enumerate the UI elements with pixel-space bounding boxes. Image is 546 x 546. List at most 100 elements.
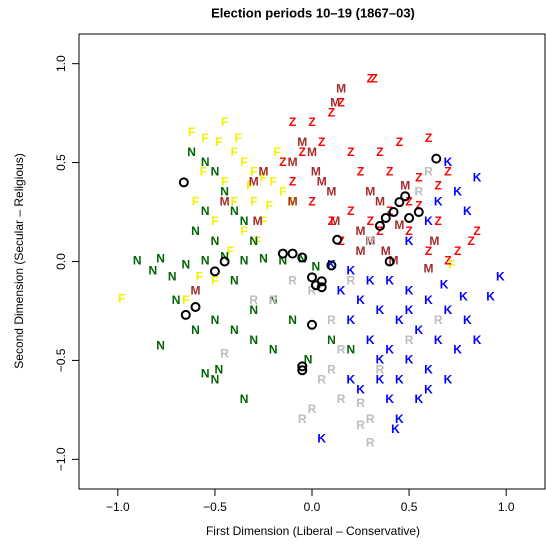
point: R (298, 412, 307, 426)
point: N (168, 269, 177, 283)
point: M (258, 165, 268, 179)
point: M (375, 194, 385, 208)
point: R (327, 362, 336, 376)
point: K (424, 214, 433, 228)
point: M (311, 165, 321, 179)
point: F (279, 184, 286, 198)
point: N (279, 254, 288, 268)
point: F (211, 214, 218, 228)
point: R (269, 293, 278, 307)
point: K (405, 303, 414, 317)
point: Z (279, 155, 286, 169)
point: R (434, 313, 443, 327)
point: M (400, 178, 410, 192)
point: M (330, 95, 340, 109)
point (326, 260, 337, 271)
point (287, 248, 298, 259)
point: K (463, 313, 472, 327)
point: F (200, 165, 207, 179)
point: Z (289, 175, 296, 189)
point: F (188, 125, 195, 139)
x-tick-label: 0.5 (401, 500, 418, 514)
point: K (395, 313, 404, 327)
point: R (405, 333, 414, 347)
point: N (230, 323, 239, 337)
point (332, 234, 343, 245)
point: K (424, 382, 433, 396)
point: Z (386, 165, 393, 179)
point (297, 252, 308, 263)
point: N (172, 293, 181, 307)
point: K (444, 303, 453, 317)
point: F (192, 194, 199, 208)
point: M (356, 224, 366, 238)
point: N (211, 313, 220, 327)
point: R (327, 313, 336, 327)
point: Z (376, 145, 383, 159)
point: N (187, 145, 196, 159)
point: K (405, 353, 414, 367)
point: K (317, 432, 326, 446)
point (190, 302, 201, 312)
point: R (308, 402, 317, 416)
point: K (486, 289, 495, 303)
point: N (214, 362, 223, 376)
point: R (424, 165, 433, 179)
point: M (307, 145, 317, 159)
point: Z (435, 178, 442, 192)
point: K (337, 283, 346, 297)
point: M (326, 184, 336, 198)
point: Z (405, 194, 412, 208)
point: F (260, 214, 267, 228)
point: Z (367, 72, 374, 86)
point: Z (337, 95, 344, 109)
point: F (448, 258, 455, 272)
point: K (346, 313, 355, 327)
point: Z (444, 165, 451, 179)
point: R (376, 362, 385, 376)
y-tick-label: 1.0 (54, 55, 68, 72)
point: F (235, 131, 242, 145)
point: K (385, 343, 394, 357)
point: M (317, 175, 327, 189)
y-axis-label: Second Dimension (Secular – Religious) (12, 153, 26, 368)
point: M (381, 244, 391, 258)
point: F (289, 194, 296, 208)
point: M (365, 234, 375, 248)
point: F (211, 273, 218, 287)
point: K (327, 258, 336, 272)
point: K (356, 293, 365, 307)
point: N (346, 343, 355, 357)
point: N (133, 254, 142, 268)
point: N (211, 165, 220, 179)
point: K (414, 323, 423, 337)
point (277, 248, 288, 259)
point (413, 207, 424, 218)
point: F (240, 224, 247, 238)
point: F (269, 175, 276, 189)
point: K (391, 422, 400, 436)
point: N (201, 155, 210, 169)
point: N (240, 392, 249, 406)
point: K (444, 372, 453, 386)
point: Z (435, 214, 442, 228)
point: Z (357, 165, 364, 179)
point: Z (454, 244, 461, 258)
point: R (337, 343, 346, 357)
point: Z (473, 224, 480, 238)
point: K (376, 353, 385, 367)
point (307, 319, 317, 330)
point: R (366, 234, 375, 248)
point: N (240, 254, 249, 268)
point: Z (405, 224, 412, 238)
point (394, 197, 405, 208)
x-tick-label: 0.0 (304, 500, 321, 514)
point: K (473, 333, 482, 347)
point (219, 256, 230, 267)
point: K (434, 194, 443, 208)
point: K (414, 392, 423, 406)
point: Z (444, 254, 451, 268)
point: Z (328, 214, 335, 228)
point: N (191, 323, 200, 337)
